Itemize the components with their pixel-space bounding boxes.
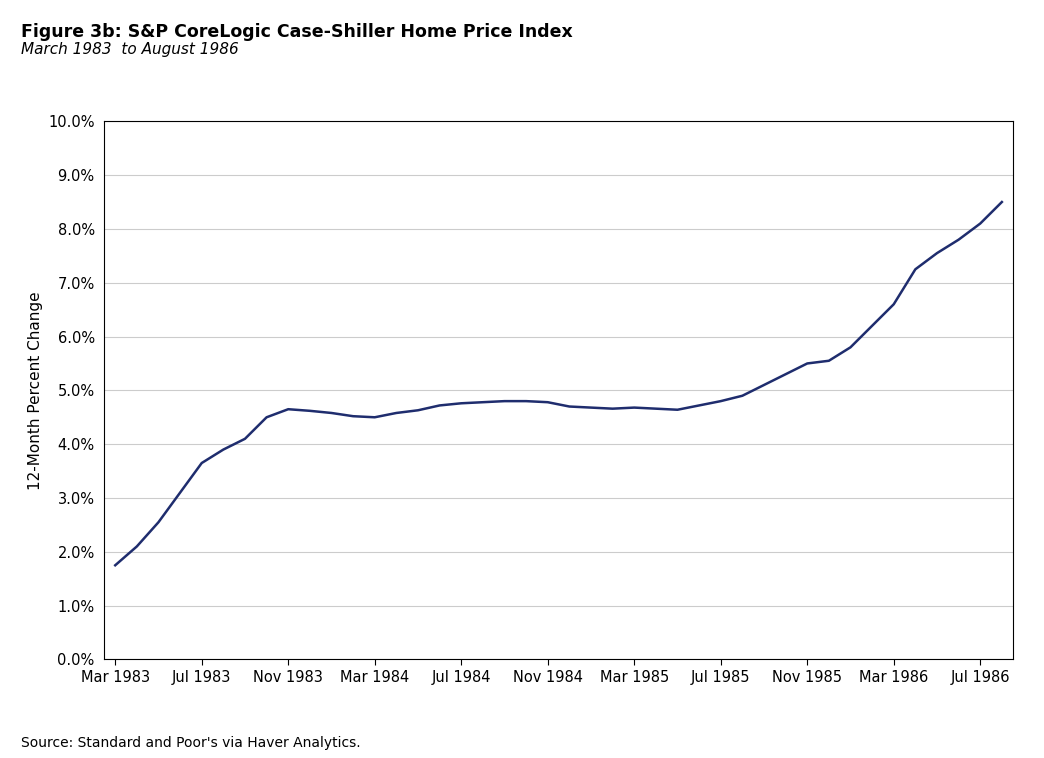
Y-axis label: 12-Month Percent Change: 12-Month Percent Change xyxy=(27,291,43,490)
Text: March 1983  to August 1986: March 1983 to August 1986 xyxy=(21,42,239,57)
Text: Source: Standard and Poor's via Haver Analytics.: Source: Standard and Poor's via Haver An… xyxy=(21,737,360,750)
Text: Figure 3b: S&P CoreLogic Case-Shiller Home Price Index: Figure 3b: S&P CoreLogic Case-Shiller Ho… xyxy=(21,23,572,41)
